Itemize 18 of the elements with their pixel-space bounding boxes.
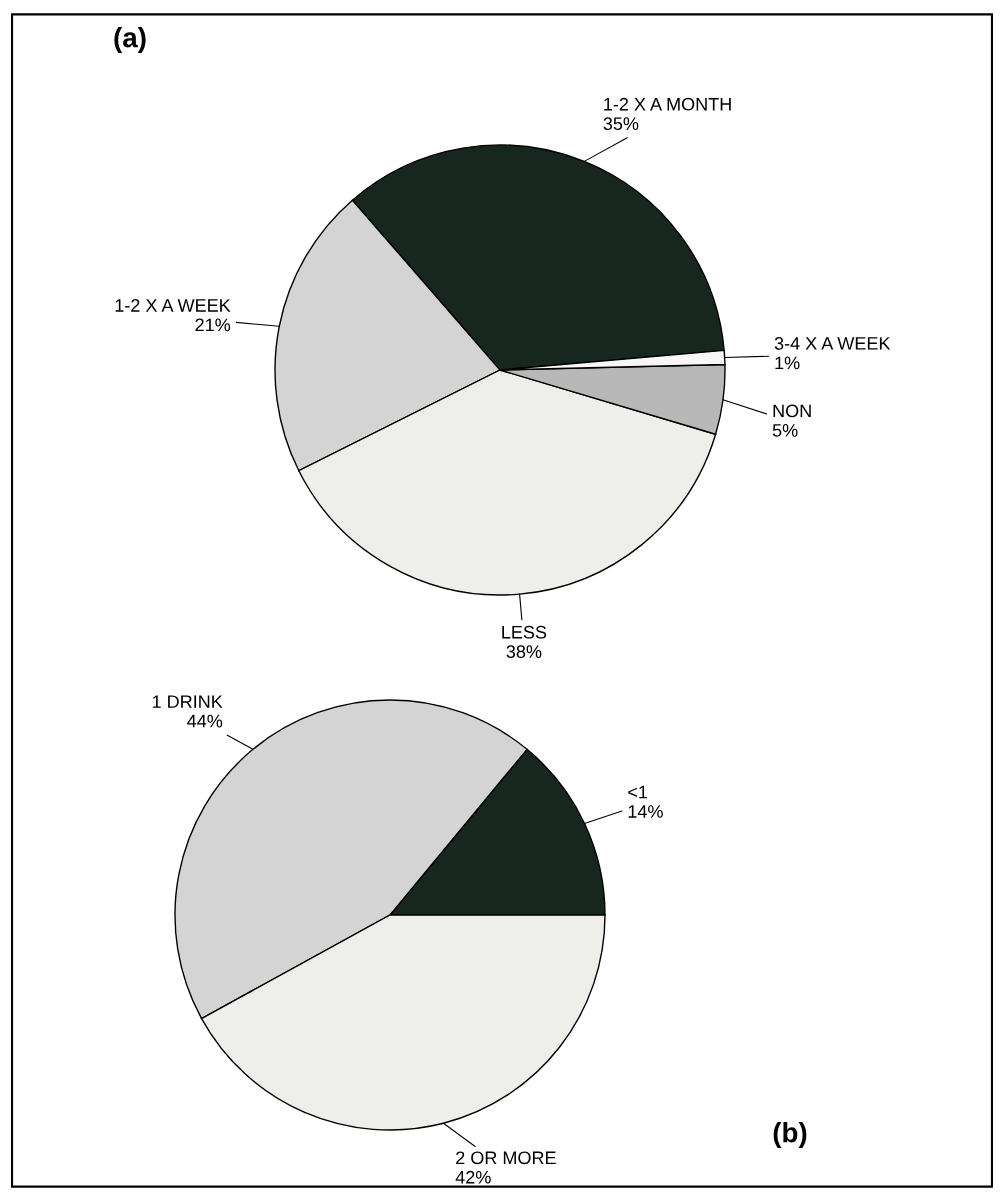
data-label: 14% — [628, 805, 663, 818]
data-label: 35% — [603, 117, 639, 131]
data-label: 21% — [195, 318, 231, 332]
slice-label: NON — [773, 404, 811, 418]
slice-label: 1 DRINK — [152, 695, 223, 708]
slice-label: 1-2 X A WEEK — [115, 299, 231, 312]
slice-label: 1-2 X A MONTH — [604, 97, 731, 111]
data-label: 42% — [455, 1170, 491, 1184]
slice-label: <1 — [628, 785, 648, 799]
data-label: 44% — [187, 714, 223, 728]
slice-label: 2 OR MORE — [456, 1151, 556, 1165]
slice-label: LESS — [502, 625, 547, 639]
slice-label: 3-4 X A WEEK — [774, 337, 891, 350]
data-label: 38% — [506, 645, 542, 659]
data-label: 1% — [775, 356, 800, 370]
chart-title: (a) — [114, 27, 146, 53]
text: (b) — [773, 1122, 807, 1148]
data-label: 5% — [772, 424, 798, 437]
